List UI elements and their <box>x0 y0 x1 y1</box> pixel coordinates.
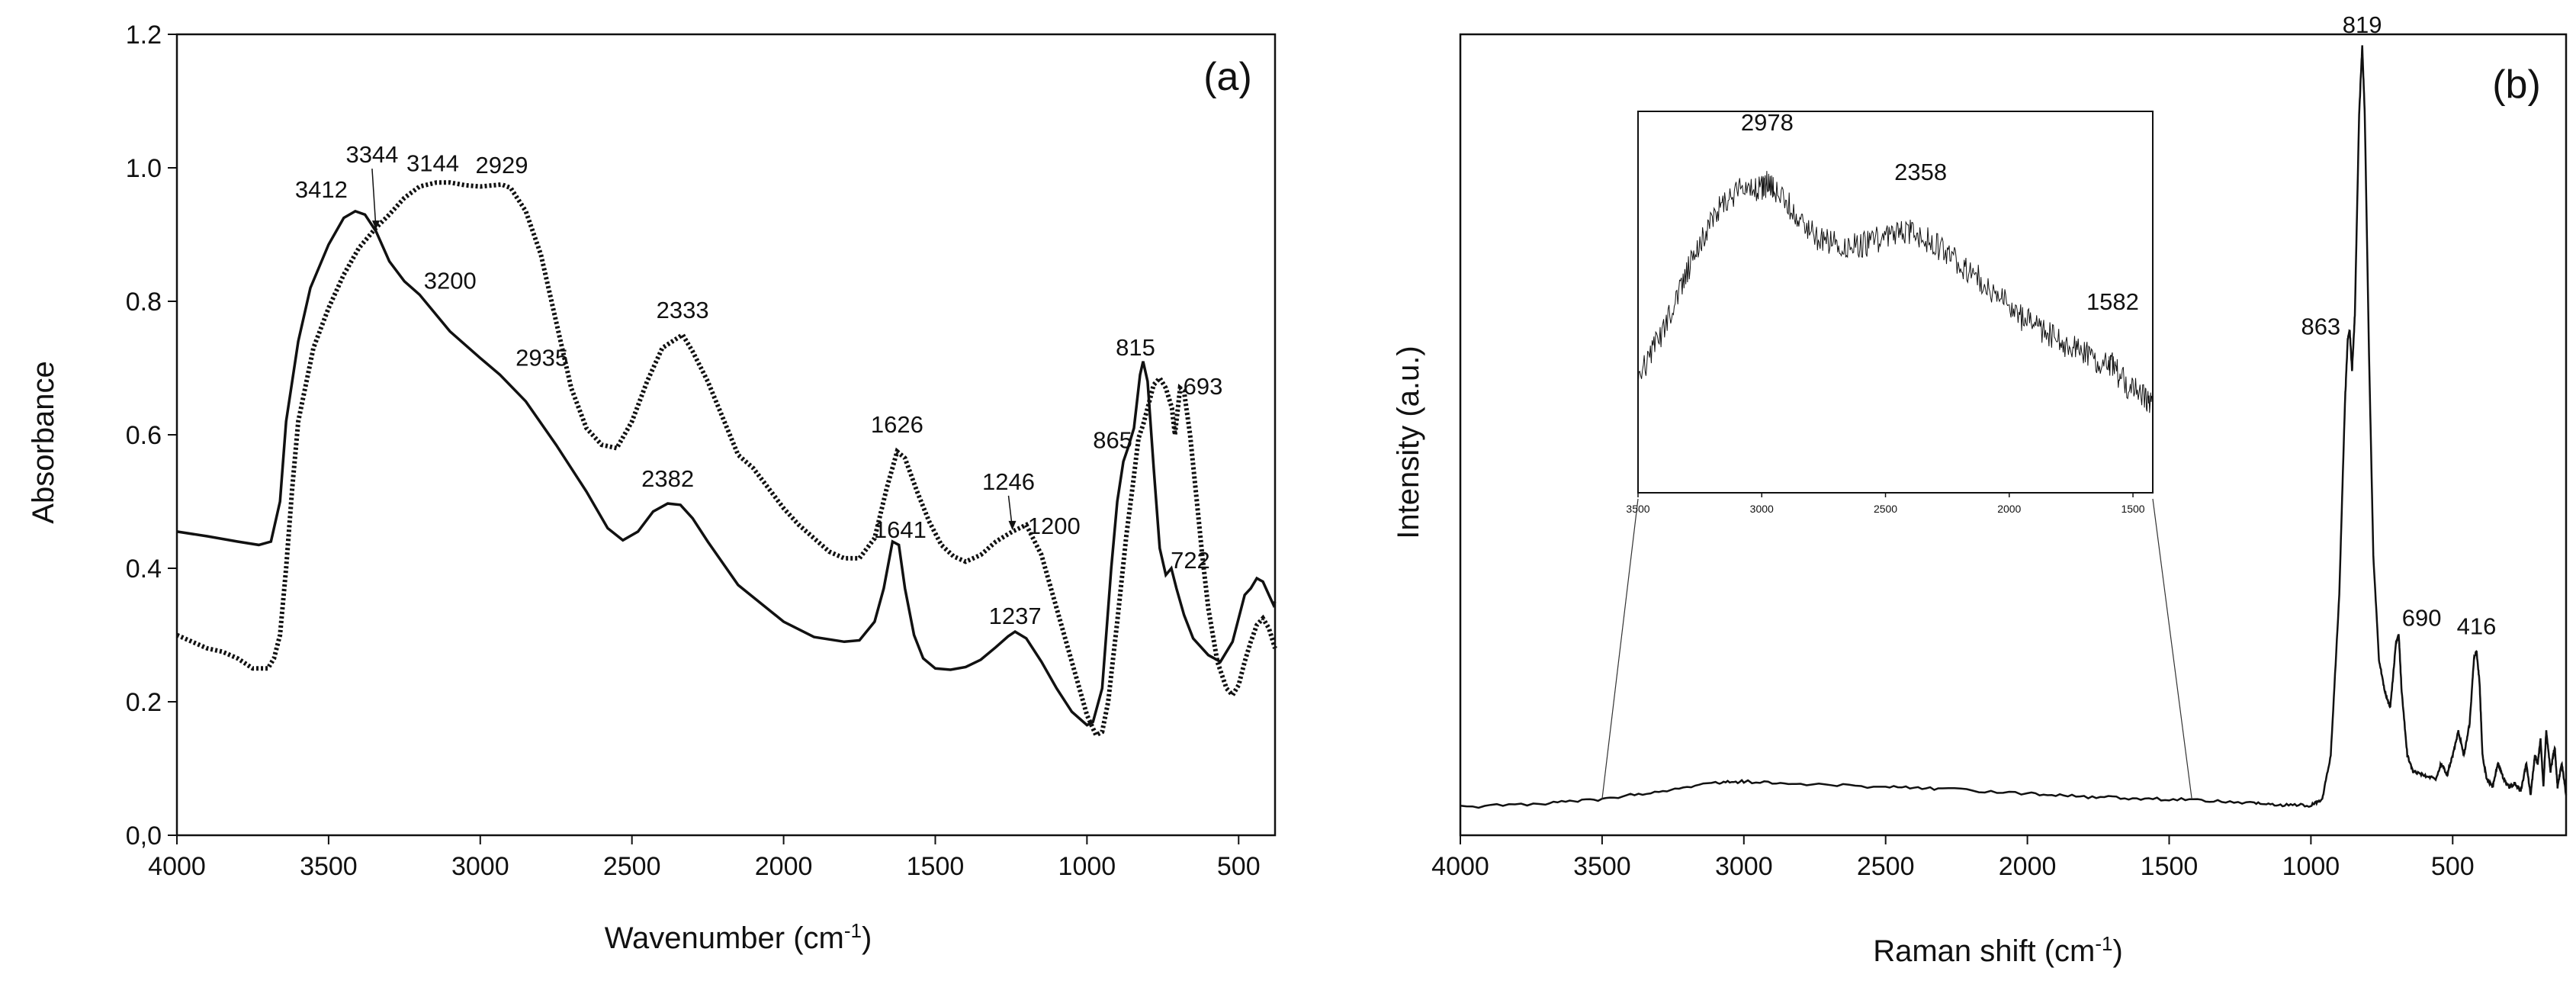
panel-b-xtick-label: 1500 <box>2141 852 2199 881</box>
panel-a-xtick-label: 2000 <box>755 852 813 881</box>
inset-xtick-label: 3500 <box>1626 503 1649 515</box>
inset-peak-label: 2978 <box>1741 109 1794 136</box>
annotation-arrowhead <box>1008 520 1017 530</box>
inset-zoom-line <box>2152 498 2192 799</box>
panel-b-plot-frame <box>1459 33 2568 837</box>
peak-label: 690 <box>2402 605 2442 632</box>
peak-label: 3412 <box>295 176 348 203</box>
panel-b-xtick-label: 2000 <box>1999 852 2057 881</box>
peak-label: 2929 <box>476 152 528 178</box>
panel-a-xtick-label: 3500 <box>300 852 358 881</box>
panel-b-xtick-label: 4000 <box>1431 852 1489 881</box>
panel-a-ytick-label: 0.8 <box>126 288 162 317</box>
panel-b-xtick-label: 500 <box>2431 852 2475 881</box>
inset-xtick-label: 2000 <box>1997 503 2021 515</box>
series-line-solid <box>176 209 1277 727</box>
series-line-dotted <box>175 180 1277 738</box>
panel-a-xtick-label: 3000 <box>451 852 509 881</box>
panel-a-ylabel: Absorbance <box>27 361 60 523</box>
panel-a-xtick-label: 4000 <box>148 852 206 881</box>
panel-b-xlabel: Raman shift (cm-1) <box>1873 932 2123 968</box>
panel-a-ytick-label: 1.2 <box>126 21 162 50</box>
peak-label: 3344 <box>345 141 398 168</box>
inset-xtick-label: 1500 <box>2121 503 2144 515</box>
panel-a-xtick-label: 500 <box>1217 852 1261 881</box>
peak-label: 863 <box>2301 314 2340 340</box>
panel-a-ytick-label: 0.6 <box>126 421 162 450</box>
peak-label: 2382 <box>641 465 694 492</box>
series-line-raman-zoom <box>1637 171 2154 413</box>
peak-label: 3144 <box>406 150 459 176</box>
peak-label: 416 <box>2457 613 2497 640</box>
panel-b-tag: (b) <box>2492 63 2541 107</box>
panel-a-ytick-label: 0.2 <box>126 688 162 717</box>
panel-a-chart: Absorbance Wavenumber (cm-1) (a) 4000 350… <box>27 21 1277 955</box>
panel-a-xtick-label: 1500 <box>907 852 965 881</box>
panel-a-xtick-label: 2500 <box>603 852 661 881</box>
peak-label: 1237 <box>989 603 1042 629</box>
peak-label: 1641 <box>874 516 927 543</box>
peak-label: 1246 <box>982 468 1035 495</box>
peak-label: 819 <box>2343 11 2382 38</box>
series-line-raman <box>1460 45 2568 809</box>
panel-a-ytick-label: 0.4 <box>126 555 162 584</box>
peak-label: 1200 <box>1028 513 1081 539</box>
peak-label: 3200 <box>424 267 477 294</box>
inset-zoom-line <box>1601 498 1639 799</box>
peak-label: 1626 <box>871 411 923 438</box>
peak-label: 865 <box>1093 427 1132 454</box>
peak-label: 2935 <box>516 344 568 371</box>
panel-a-tag: (a) <box>1203 55 1252 99</box>
inset-frame <box>1637 111 2154 494</box>
panel-a-xlabel: Wavenumber (cm-1) <box>605 919 872 955</box>
peak-label: 815 <box>1116 334 1155 361</box>
inset-xtick-label: 3000 <box>1750 503 1774 515</box>
panel-a-ytick-label: 0,0 <box>126 822 162 851</box>
peak-label: 722 <box>1171 547 1210 574</box>
peak-label: 693 <box>1184 373 1223 400</box>
panel-b-xtick-label: 3000 <box>1715 852 1773 881</box>
inset-peak-label: 1582 <box>2086 288 2139 315</box>
inset-peak-label: 2358 <box>1894 159 1947 185</box>
panel-b-xtick-label: 2500 <box>1857 852 1915 881</box>
peak-label: 2333 <box>657 297 709 323</box>
panel-a-xtick-label: 1000 <box>1058 852 1116 881</box>
panel-b-xtick-label: 1000 <box>2282 852 2340 881</box>
inset-xtick-label: 2500 <box>1874 503 1897 515</box>
panel-b-ylabel: Intensity (a.u.) <box>1392 346 1425 539</box>
panel-b-xtick-label: 3500 <box>1573 852 1631 881</box>
annotation-arrowhead <box>371 220 380 230</box>
panel-b-chart: Intensity (a.u.) Raman shift (cm-1) (b) … <box>1392 11 2568 968</box>
annotation-arrow <box>371 169 377 229</box>
panel-a-ytick-label: 1.0 <box>126 154 162 183</box>
